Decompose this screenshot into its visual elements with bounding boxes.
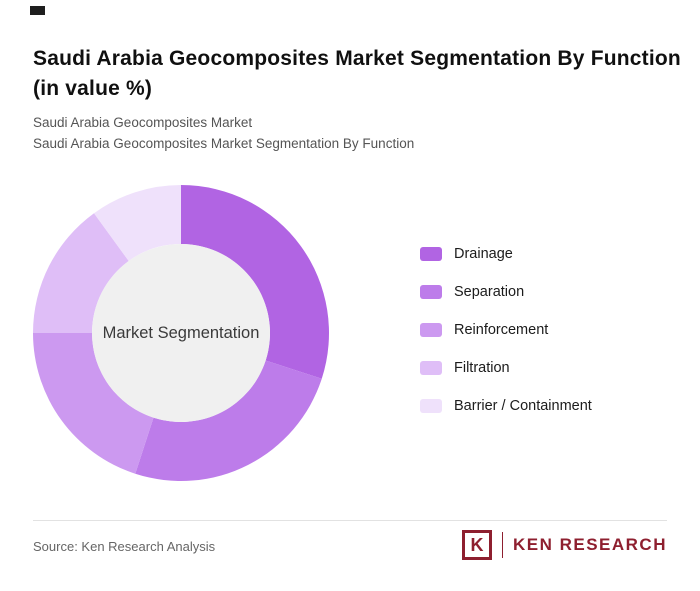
legend-swatch-icon (420, 399, 442, 413)
donut-chart-svg: Market Segmentation (33, 185, 329, 481)
donut-segment-reinforcement[interactable] (33, 333, 154, 474)
legend-label: Reinforcement (454, 322, 549, 338)
logo-k-icon: K (461, 530, 492, 560)
donut-chart: Market Segmentation (31, 183, 331, 483)
page-title: Saudi Arabia Geocomposites Market Segmen… (33, 47, 681, 101)
donut-segment-separation[interactable] (135, 360, 322, 481)
legend-swatch-icon (420, 247, 442, 261)
legend-label: Barrier / Containment (454, 398, 592, 414)
logo-separator (501, 532, 503, 558)
logo-wordmark: KEN RESEARCH (512, 535, 667, 554)
legend-item-reinforcement[interactable]: Reinforcement (420, 322, 592, 338)
legend-item-drainage[interactable]: Drainage (420, 246, 592, 262)
donut-segment-drainage[interactable] (181, 185, 329, 379)
subtitle-line-2: Saudi Arabia Geocomposites Market Segmen… (33, 136, 415, 151)
footer-divider (33, 520, 667, 521)
legend-item-separation[interactable]: Separation (420, 284, 592, 300)
donut-center-label: Market Segmentation (103, 324, 260, 342)
source-text: Source: Ken Research Analysis (33, 539, 216, 554)
legend-swatch-icon (420, 323, 442, 337)
legend-swatch-icon (420, 361, 442, 375)
subtitle-block: Saudi Arabia Geocomposites Market Saudi … (33, 112, 414, 154)
chart-legend: Drainage Separation Reinforcement Filtratio… (420, 246, 592, 414)
donut-center-circle (92, 244, 270, 422)
legend-label: Separation (454, 284, 525, 300)
legend-item-filtration[interactable]: Filtration (420, 360, 592, 376)
donut-segment-filtration[interactable] (33, 213, 129, 333)
legend-label: Filtration (454, 360, 510, 376)
corner-mark (30, 6, 45, 15)
legend-label: Drainage (454, 246, 513, 262)
legend-swatch-icon (420, 285, 442, 299)
donut-segment-barrier-containment[interactable] (94, 185, 181, 261)
subtitle-line-1: Saudi Arabia Geocomposites Market (33, 115, 253, 130)
legend-item-barrier-containment[interactable]: Barrier / Containment (420, 398, 592, 414)
ken-research-logo: K KEN RESEARCH (461, 530, 667, 560)
